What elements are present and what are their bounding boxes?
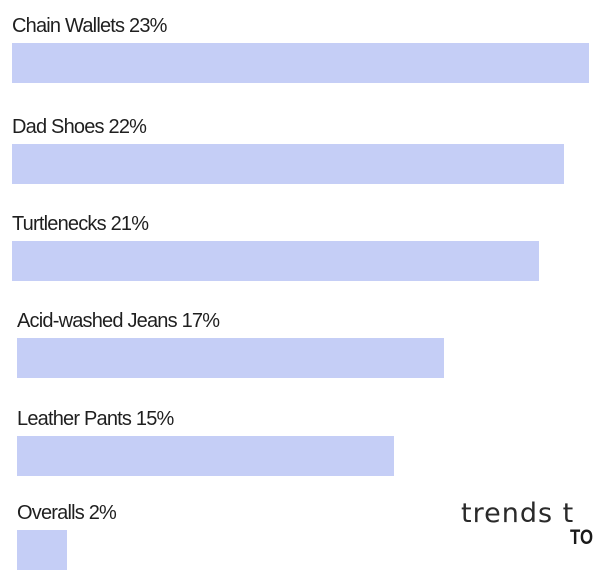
bar-label-chain-wallets: Chain Wallets 23%: [12, 15, 167, 37]
corner-text-trends: trends t: [461, 498, 575, 529]
bar-label-turtlenecks: Turtlenecks 21%: [12, 213, 149, 235]
bar-label-acid-washed-jeans: Acid-washed Jeans 17%: [17, 310, 220, 332]
bar-acid-washed-jeans: [17, 338, 444, 378]
bar-turtlenecks: [12, 241, 539, 281]
bar-chain-wallets: [12, 43, 589, 83]
bar-overalls: [17, 530, 67, 570]
bar-label-overalls: Overalls 2%: [17, 502, 117, 524]
bar-leather-pants: [17, 436, 394, 476]
bar-label-leather-pants: Leather Pants 15%: [17, 408, 174, 430]
corner-text-to: TO: [570, 526, 594, 549]
bar-dad-shoes: [12, 144, 564, 184]
bar-label-dad-shoes: Dad Shoes 22%: [12, 116, 147, 138]
